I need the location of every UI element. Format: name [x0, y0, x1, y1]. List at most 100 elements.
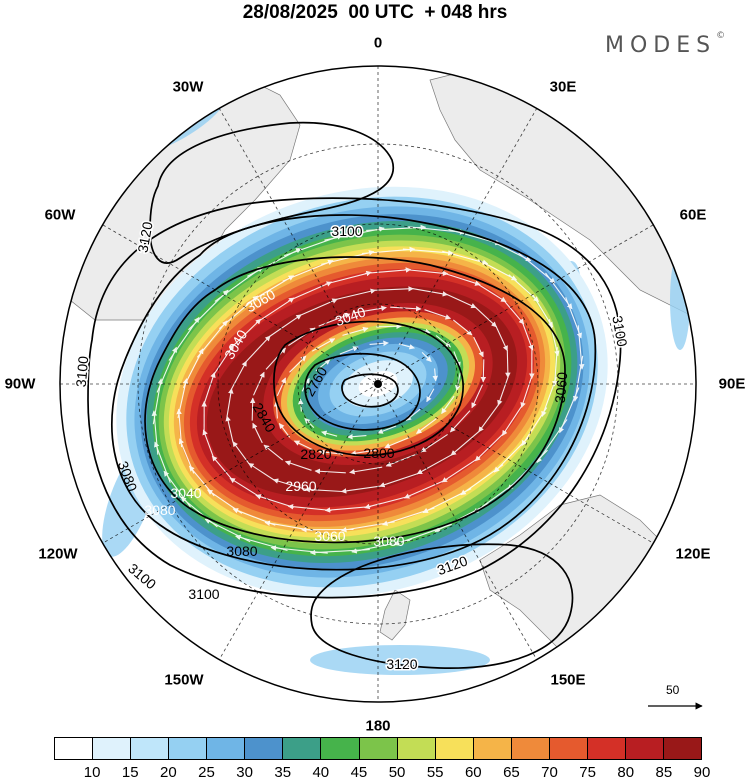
wind-speed-shading — [102, 85, 690, 675]
wind-vector — [255, 494, 295, 508]
wind-vector — [229, 477, 261, 498]
colorbar-tick-label: 20 — [160, 764, 177, 781]
wind-vector — [263, 444, 284, 461]
wind-vector — [311, 338, 336, 352]
colorbar-tick-label: 90 — [693, 764, 711, 781]
colorbar-cell — [55, 738, 94, 759]
wind-vector — [364, 267, 412, 274]
colorbar-cell — [397, 738, 436, 759]
colorbar-cell — [207, 738, 246, 759]
brand-name: MODES — [605, 33, 717, 58]
colorbar-tick-label: 35 — [274, 764, 292, 781]
contour-label: 3100 — [331, 223, 362, 239]
wind-vector — [229, 318, 262, 350]
wind-vector — [225, 415, 234, 443]
longitude-label-0: 0 — [373, 34, 383, 52]
colorbar-tick-label: 75 — [579, 764, 596, 781]
contour-label: 3040 — [170, 485, 201, 501]
colorbar-tick-label: 45 — [350, 764, 368, 781]
wind-vector — [353, 305, 387, 314]
wind-vector — [245, 335, 271, 363]
wind-vector — [501, 298, 525, 325]
wind-vector — [548, 319, 560, 357]
wind-vector — [495, 326, 508, 352]
wind-vector — [207, 489, 243, 514]
wind-vector — [350, 449, 377, 456]
wind-vector — [342, 326, 369, 336]
colorbar-tick-label: 65 — [503, 764, 520, 781]
colorbar-cell — [664, 738, 702, 759]
wind-vector — [441, 395, 455, 414]
wind-vector — [403, 478, 448, 499]
vector-reference-label: 50 — [666, 683, 680, 697]
wind-vector — [441, 456, 481, 483]
contour-label: 3100 — [73, 355, 92, 388]
wind-vector — [269, 314, 302, 337]
wind-vector — [339, 346, 359, 355]
wind-vector — [473, 478, 522, 514]
wind-vector — [421, 352, 432, 362]
longitude-label-150e: 150E — [550, 671, 586, 689]
wind-vector — [272, 478, 306, 490]
longitude-label-90e: 90E — [718, 375, 746, 393]
colorbar-tick-label: 10 — [83, 764, 101, 781]
colorbar-tick-label: 15 — [121, 764, 139, 781]
wind-vector — [188, 465, 215, 497]
copyright-mark: © — [716, 30, 726, 41]
longitude-label-30e: 30E — [549, 78, 577, 96]
wind-vector — [318, 449, 344, 455]
wind-vector — [278, 423, 291, 438]
wind-vector — [255, 297, 295, 324]
longitude-label-120e: 120E — [675, 545, 711, 563]
wind-vector — [505, 350, 511, 379]
colorbar — [54, 737, 702, 760]
contour-label: 2960 — [285, 478, 316, 494]
vector-reference-arrow — [648, 702, 703, 710]
colorbar-cell — [511, 738, 550, 759]
brand-logo: MODES© — [605, 30, 726, 58]
wind-vector — [248, 462, 275, 481]
wind-vector — [426, 388, 435, 403]
longitude-label-30w: 30W — [172, 78, 204, 96]
wind-vector — [412, 288, 449, 297]
wind-vector — [211, 455, 235, 482]
colorbar-tick-label: 60 — [464, 764, 482, 781]
wind-vector — [304, 418, 315, 428]
wind-vector — [471, 384, 483, 409]
longitude-label-60w: 60W — [44, 206, 76, 224]
wind-vector — [520, 373, 534, 409]
wind-vector — [424, 309, 452, 320]
wind-vector — [276, 377, 287, 397]
wind-vector — [390, 305, 422, 312]
colorbar-cell — [359, 738, 398, 759]
wind-vector — [176, 408, 183, 448]
wind-vector — [318, 313, 351, 327]
map-border — [59, 65, 697, 703]
wind-vector — [325, 270, 372, 285]
wind-vector — [315, 359, 331, 372]
wind-vector — [287, 503, 332, 512]
colorbar-cell — [625, 738, 664, 759]
contour-label: 3080 — [144, 502, 175, 518]
wind-vector — [324, 506, 372, 513]
wind-vector — [374, 286, 414, 292]
colorbar-tick-label: 55 — [426, 764, 444, 781]
wind-vector — [377, 425, 397, 434]
longitude-label-180: 180 — [365, 717, 391, 735]
contour-label: 3120 — [386, 656, 417, 672]
wind-vector — [398, 343, 415, 350]
colorbar-cell — [549, 738, 588, 759]
wind-vector — [347, 433, 367, 440]
colorbar-tick-label: 25 — [198, 764, 215, 781]
contour-label: 3060 — [314, 528, 345, 544]
pole-marker — [374, 380, 382, 388]
wind-vector — [454, 372, 461, 391]
contour-label: 3100 — [188, 586, 219, 602]
wind-vector — [478, 404, 500, 433]
wind-vector — [384, 436, 410, 449]
wind-vector — [321, 430, 338, 437]
colorbar-tick-label: 40 — [312, 764, 330, 781]
wind-vector — [474, 430, 507, 462]
wind-vector — [364, 495, 411, 510]
